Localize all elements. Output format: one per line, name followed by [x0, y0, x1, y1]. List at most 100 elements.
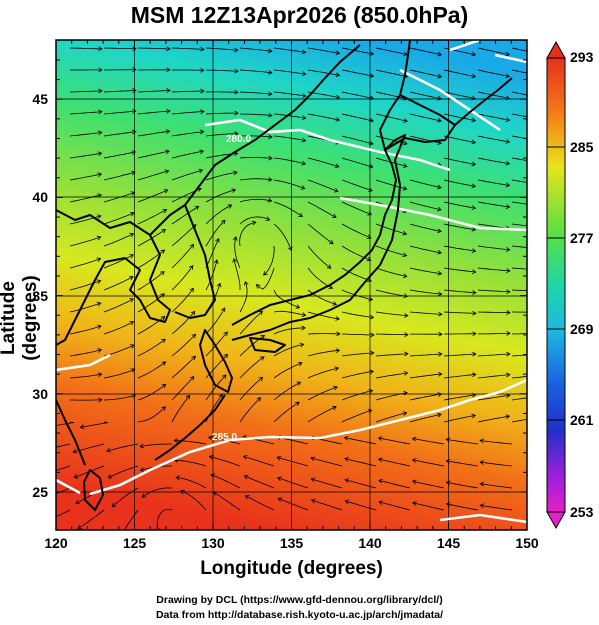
- streamline-arrowhead: [221, 219, 226, 225]
- streamline: [409, 393, 442, 401]
- streamline-arrowhead: [506, 268, 511, 274]
- streamline-arrowhead: [344, 478, 350, 483]
- streamline: [239, 356, 265, 379]
- streamline-arrowhead: [223, 353, 229, 359]
- streamline-arrowhead: [199, 129, 205, 135]
- streamline-arrowhead: [41, 520, 45, 524]
- streamline-arrowhead: [234, 110, 239, 116]
- streamline: [69, 132, 102, 137]
- streamline: [375, 333, 408, 336]
- streamline: [409, 245, 442, 254]
- streamline-arrowhead: [188, 265, 194, 270]
- streamline: [156, 508, 173, 530]
- streamline-arrowhead: [39, 448, 43, 452]
- streamline-arrowhead: [268, 155, 273, 161]
- streamline-arrowhead: [97, 172, 103, 177]
- streamline-arrowhead: [107, 474, 113, 479]
- streamline-arrowhead: [505, 204, 511, 209]
- streamline: [239, 91, 272, 95]
- streamline: [205, 259, 218, 291]
- streamline: [443, 135, 476, 143]
- streamline: [477, 245, 510, 251]
- streamline-arrowhead: [161, 229, 167, 234]
- map-overlays: 280.0 285.0: [39, 40, 545, 530]
- streamline: [511, 47, 527, 52]
- streamline-arrowhead: [437, 73, 443, 79]
- streamline: [511, 91, 527, 96]
- streamline: [171, 355, 196, 379]
- streamline: [307, 386, 338, 401]
- streamline-arrowhead: [139, 467, 145, 472]
- streamline-arrowhead: [231, 188, 237, 193]
- streamline-arrowhead: [301, 93, 307, 98]
- streamline-arrowhead: [232, 236, 238, 241]
- streamline: [205, 374, 227, 401]
- streamline-arrowhead: [370, 332, 375, 338]
- streamline: [307, 179, 339, 192]
- streamline-arrowhead: [412, 501, 417, 506]
- streamline: [171, 244, 194, 269]
- streamline: [477, 135, 510, 143]
- streamline-arrowhead: [437, 249, 442, 255]
- streamline: [477, 267, 510, 272]
- streamline: [409, 223, 442, 232]
- streamline: [409, 289, 442, 295]
- streamline: [477, 157, 510, 165]
- x-tick-label: 130: [201, 535, 225, 551]
- streamline: [344, 437, 377, 445]
- streamline: [443, 69, 476, 78]
- streamline: [477, 69, 510, 77]
- streamline: [239, 221, 256, 247]
- streamline-arrowhead: [333, 385, 338, 391]
- streamline-arrowhead: [506, 310, 511, 315]
- streamline-arrowhead: [198, 168, 204, 174]
- streamline: [171, 150, 204, 159]
- streamline: [375, 412, 407, 423]
- streamline: [307, 245, 332, 269]
- streamline-arrowhead: [233, 170, 238, 176]
- streamline: [205, 112, 238, 115]
- streamline-arrowhead: [163, 189, 169, 194]
- streamline-arrowhead: [471, 205, 477, 210]
- streamline-arrowhead: [403, 118, 408, 123]
- streamline-arrowhead: [72, 449, 78, 454]
- streamline: [477, 179, 510, 186]
- streamline-arrowhead: [191, 333, 197, 339]
- streamline: [239, 113, 273, 116]
- streamline-arrowhead: [98, 109, 103, 115]
- streamline-arrowhead: [299, 342, 305, 348]
- streamline-arrowhead: [129, 254, 134, 259]
- streamline-arrowhead: [404, 313, 409, 318]
- streamline: [341, 47, 374, 55]
- streamline-arrowhead: [540, 352, 544, 356]
- streamline: [205, 307, 226, 335]
- streamline-arrowhead: [106, 448, 111, 453]
- streamline: [375, 179, 407, 190]
- streamline: [137, 406, 166, 423]
- streamline: [69, 258, 101, 269]
- streamline-arrowhead: [541, 331, 545, 335]
- streamline: [171, 395, 190, 423]
- streamline: [341, 370, 374, 379]
- streamline-arrowhead: [96, 301, 102, 307]
- streamline-arrowhead: [96, 214, 102, 219]
- streamline: [412, 438, 445, 445]
- streamline: [477, 201, 510, 208]
- streamline: [511, 179, 527, 183]
- x-axis-label: Longitude (degrees): [200, 558, 383, 579]
- streamline: [239, 281, 248, 313]
- streamline: [239, 377, 263, 401]
- streamline: [263, 245, 275, 276]
- streamline: [480, 483, 513, 489]
- streamline: [137, 150, 170, 159]
- streamline: [511, 397, 527, 401]
- streamline-arrowhead: [161, 338, 166, 344]
- streamline: [477, 113, 510, 121]
- streamline: [375, 47, 408, 55]
- streamline-arrowhead: [97, 324, 102, 330]
- streamline-arrowhead: [161, 383, 167, 389]
- streamline: [103, 394, 136, 401]
- streamline: [103, 192, 135, 203]
- streamline-arrowhead: [242, 455, 248, 460]
